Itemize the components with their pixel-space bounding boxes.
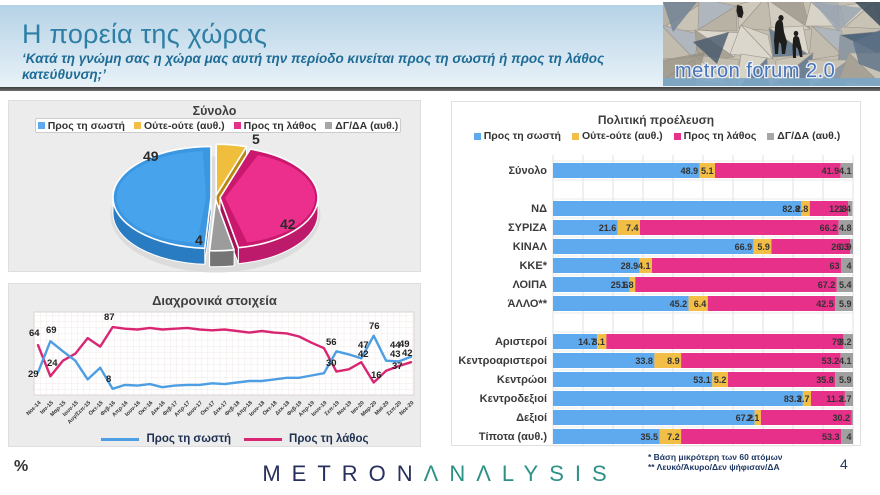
svg-text:ΛΟΙΠΑ: ΛΟΙΠΑ <box>512 279 547 291</box>
svg-text:7.4: 7.4 <box>626 223 639 233</box>
svg-text:42.5: 42.5 <box>816 299 834 309</box>
svg-text:5: 5 <box>252 131 260 147</box>
svg-text:56: 56 <box>326 337 337 348</box>
svg-text:30: 30 <box>326 358 337 369</box>
svg-text:6.4: 6.4 <box>694 299 707 309</box>
svg-text:87: 87 <box>104 312 115 323</box>
svg-text:45.2: 45.2 <box>670 299 688 309</box>
svg-text:53.3: 53.3 <box>822 432 840 442</box>
svg-text:Δεξιοί: Δεξιοί <box>516 412 547 424</box>
svg-text:11.3: 11.3 <box>826 394 843 404</box>
svg-text:4: 4 <box>195 232 203 248</box>
svg-text:1.8: 1.8 <box>621 280 634 290</box>
svg-text:Τίποτα (αυθ.): Τίποτα (αυθ.) <box>479 431 548 443</box>
svg-text:2.7: 2.7 <box>839 394 852 404</box>
svg-text:Κεντροδεξιοί: Κεντροδεξιοί <box>480 393 547 405</box>
svg-text:metron forum 2.0: metron forum 2.0 <box>675 60 835 82</box>
svg-text:47: 47 <box>358 340 369 351</box>
svg-text:48.9: 48.9 <box>681 166 699 176</box>
svg-text:2.1: 2.1 <box>747 413 760 423</box>
svg-text:82.8: 82.8 <box>782 204 800 214</box>
svg-text:21.6: 21.6 <box>599 223 617 233</box>
svg-text:5.2: 5.2 <box>714 375 727 385</box>
svg-text:76: 76 <box>369 321 380 332</box>
svg-text:ΚΚΕ*: ΚΚΕ* <box>519 260 547 272</box>
svg-text:24: 24 <box>47 358 58 369</box>
svg-text:Αριστεροί: Αριστεροί <box>495 336 547 348</box>
svg-text:ΣΥΡΙΖΑ: ΣΥΡΙΖΑ <box>508 222 547 234</box>
svg-text:42: 42 <box>358 349 369 360</box>
svg-text:ΆΛΛΟ**: ΆΛΛΟ** <box>508 298 548 310</box>
svg-text:53.2: 53.2 <box>822 356 840 366</box>
svg-text:5.1: 5.1 <box>701 166 714 176</box>
svg-text:3.2: 3.2 <box>839 337 852 347</box>
svg-text:4: 4 <box>846 261 851 271</box>
svg-text:28.9: 28.9 <box>621 261 639 271</box>
svg-text:43: 43 <box>390 349 401 360</box>
svg-text:63: 63 <box>829 261 839 271</box>
svg-text:26.3: 26.3 <box>831 242 849 252</box>
svg-text:Κεντρώοι: Κεντρώοι <box>497 374 547 386</box>
svg-text:5.9: 5.9 <box>839 375 852 385</box>
svg-text:44: 44 <box>390 340 401 351</box>
svg-text:25.6: 25.6 <box>611 280 629 290</box>
svg-text:4.1: 4.1 <box>638 261 651 271</box>
svg-text:35.5: 35.5 <box>640 432 658 442</box>
svg-text:16: 16 <box>371 370 382 381</box>
svg-text:0.9: 0.9 <box>839 242 852 252</box>
svg-text:33.8: 33.8 <box>635 356 653 366</box>
svg-text:30.2: 30.2 <box>832 413 850 423</box>
svg-text:79: 79 <box>832 337 842 347</box>
svg-text:67.2: 67.2 <box>818 280 836 290</box>
svg-text:3.1: 3.1 <box>592 337 605 347</box>
svg-text:37: 37 <box>392 361 403 372</box>
svg-text:14.7: 14.7 <box>578 337 596 347</box>
svg-text:12.8: 12.8 <box>829 204 847 214</box>
svg-text:4.1: 4.1 <box>839 356 852 366</box>
svg-text:64: 64 <box>29 328 40 339</box>
svg-text:4: 4 <box>846 432 851 442</box>
svg-text:Σύνολο: Σύνολο <box>508 165 547 177</box>
svg-text:1.4: 1.4 <box>838 204 851 214</box>
svg-text:49: 49 <box>399 339 410 350</box>
svg-text:49: 49 <box>143 148 159 164</box>
svg-text:66.2: 66.2 <box>820 223 838 233</box>
svg-text:42: 42 <box>402 348 413 359</box>
svg-text:35.8: 35.8 <box>816 375 834 385</box>
svg-text:7.2: 7.2 <box>667 432 680 442</box>
svg-text:29: 29 <box>28 369 39 380</box>
svg-text:8: 8 <box>106 374 111 385</box>
svg-text:5.9: 5.9 <box>839 299 852 309</box>
svg-text:66.9: 66.9 <box>735 242 753 252</box>
svg-text:ΝΔ: ΝΔ <box>531 203 547 215</box>
svg-text:5.9: 5.9 <box>757 242 770 252</box>
svg-text:2.8: 2.8 <box>796 204 809 214</box>
svg-text:4.1: 4.1 <box>839 166 852 176</box>
svg-text:2.7: 2.7 <box>797 394 810 404</box>
svg-text:Κεντροαριστεροί: Κεντροαριστεροί <box>458 355 547 367</box>
svg-text:67.2: 67.2 <box>736 413 754 423</box>
svg-text:83.3: 83.3 <box>784 394 802 404</box>
svg-text:5.4: 5.4 <box>839 280 852 290</box>
svg-text:8.9: 8.9 <box>667 356 680 366</box>
svg-text:42: 42 <box>280 216 296 232</box>
svg-text:ΚΙΝΑΛ: ΚΙΝΑΛ <box>513 241 548 253</box>
svg-text:53.1: 53.1 <box>693 375 711 385</box>
svg-text:Νοε-14: Νοε-14 <box>26 400 44 418</box>
svg-text:41.9: 41.9 <box>822 166 840 176</box>
svg-text:69: 69 <box>46 325 57 336</box>
svg-text:4.8: 4.8 <box>839 223 852 233</box>
